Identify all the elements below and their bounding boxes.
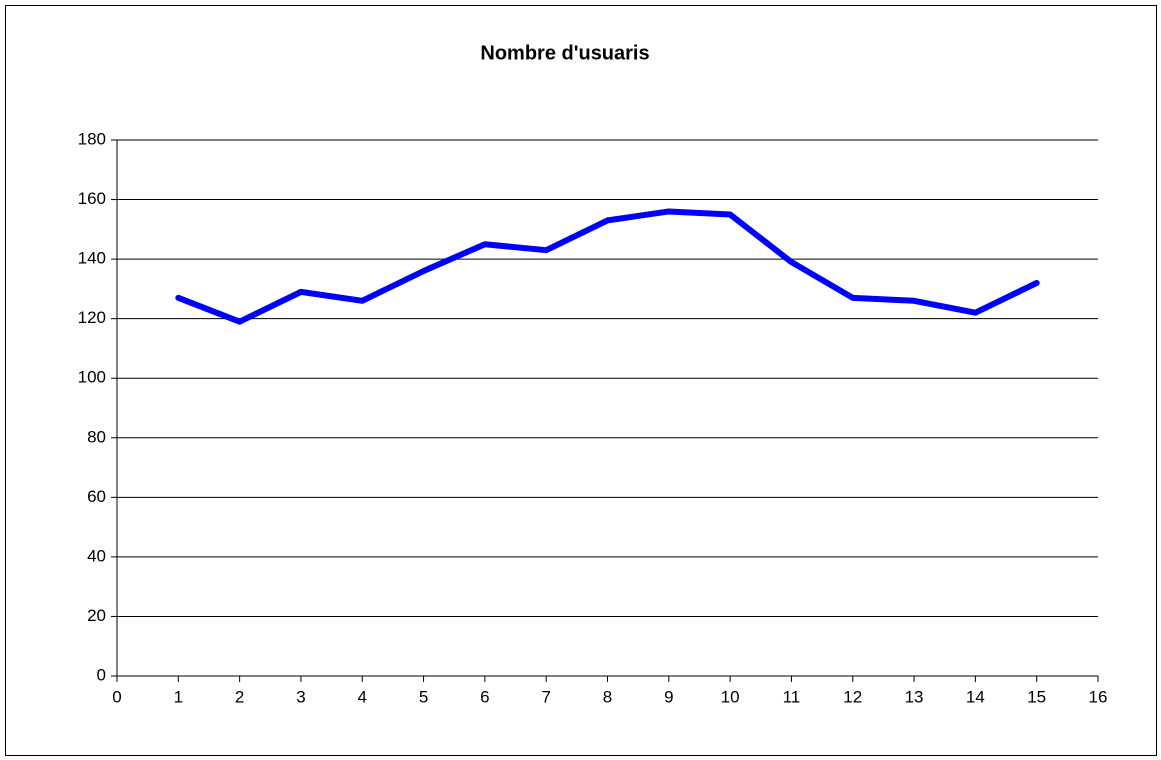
y-tick-label: 80	[87, 427, 106, 446]
y-tick-label: 20	[87, 606, 106, 625]
chart-title: Nombre d'usuaris	[480, 42, 649, 64]
x-tick-label: 15	[1027, 687, 1046, 706]
x-tick-label: 16	[1089, 687, 1108, 706]
y-tick-label: 120	[78, 308, 106, 327]
x-tick-label: 13	[905, 687, 924, 706]
x-tick-label: 14	[966, 687, 985, 706]
x-tick-label: 6	[480, 687, 489, 706]
x-tick-label: 3	[296, 687, 305, 706]
x-tick-label: 0	[112, 687, 121, 706]
y-tick-label: 40	[87, 546, 106, 565]
y-tick-label: 100	[78, 368, 106, 387]
x-tick-label: 10	[721, 687, 740, 706]
y-tick-label: 140	[78, 249, 106, 268]
y-tick-label: 0	[97, 665, 106, 684]
y-tick-label: 180	[78, 129, 106, 148]
x-tick-label: 11	[783, 687, 801, 706]
data-line	[175, 208, 1040, 325]
chart-border	[5, 5, 1157, 756]
x-tick-label: 1	[174, 687, 183, 706]
x-tick-label: 12	[843, 687, 862, 706]
x-tick-label: 9	[664, 687, 673, 706]
y-tick-label: 160	[78, 189, 106, 208]
x-tick-label: 2	[235, 687, 244, 706]
x-tick-label: 7	[541, 687, 550, 706]
y-tick-label: 60	[87, 487, 106, 506]
x-tick-label: 8	[603, 687, 612, 706]
x-tick-label: 5	[419, 687, 428, 706]
x-tick-label: 4	[358, 687, 367, 706]
